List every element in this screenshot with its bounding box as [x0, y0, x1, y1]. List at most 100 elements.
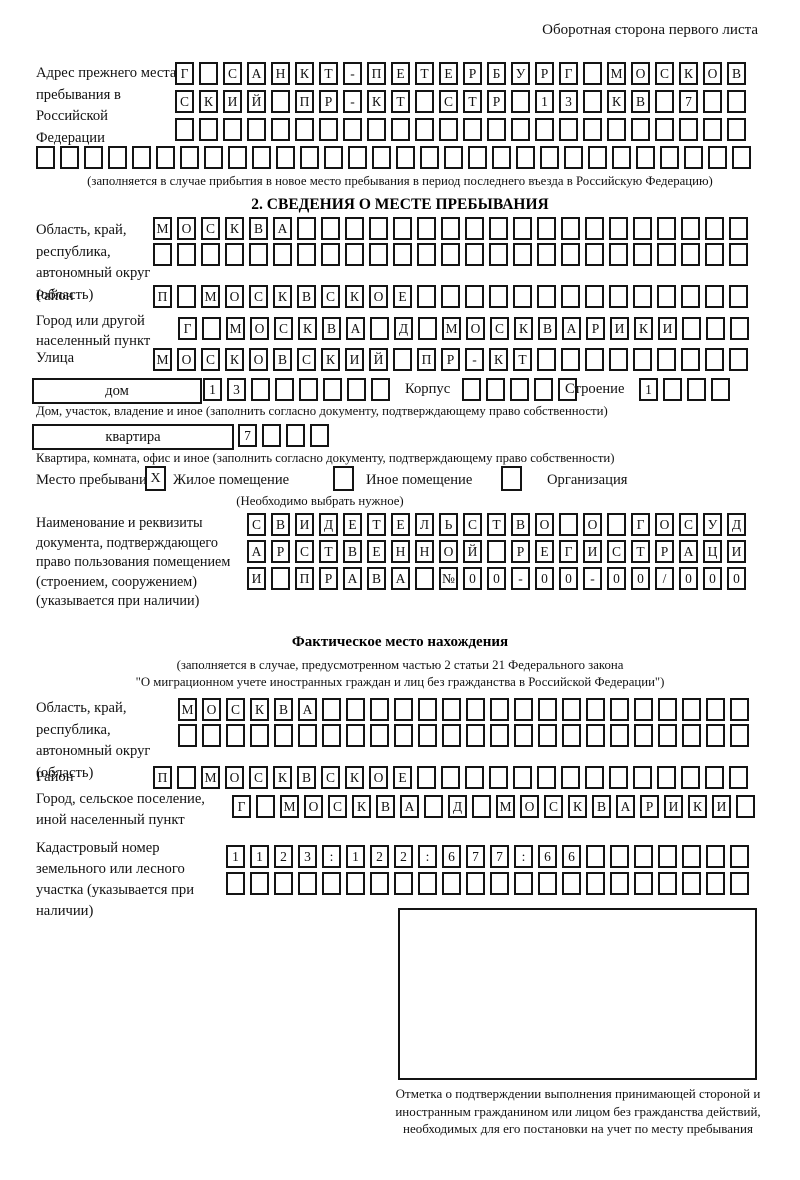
char-cell[interactable]	[634, 845, 653, 868]
char-cell[interactable]	[346, 698, 365, 721]
char-cell[interactable]: И	[223, 90, 242, 113]
char-cell[interactable]	[202, 317, 221, 340]
prev-address-row-3[interactable]	[175, 118, 751, 141]
char-cell[interactable]	[729, 285, 748, 308]
char-cell[interactable]	[286, 424, 305, 447]
char-cell[interactable]	[442, 872, 461, 895]
char-cell[interactable]	[559, 118, 578, 141]
char-cell[interactable]: У	[511, 62, 530, 85]
char-cell[interactable]	[345, 217, 364, 240]
char-cell[interactable]: Б	[487, 62, 506, 85]
char-cell[interactable]	[540, 146, 559, 169]
char-cell[interactable]: Р	[441, 348, 460, 371]
char-cell[interactable]: С	[201, 348, 220, 371]
char-cell[interactable]: Т	[367, 513, 386, 536]
char-cell[interactable]: П	[295, 90, 314, 113]
char-cell[interactable]	[391, 118, 410, 141]
char-cell[interactable]: А	[400, 795, 419, 818]
char-cell[interactable]: Д	[448, 795, 467, 818]
char-cell[interactable]: В	[367, 567, 386, 590]
char-cell[interactable]	[610, 724, 629, 747]
char-cell[interactable]	[658, 845, 677, 868]
char-cell[interactable]: У	[703, 513, 722, 536]
char-cell[interactable]	[634, 872, 653, 895]
char-cell[interactable]: 0	[559, 567, 578, 590]
char-cell[interactable]: М	[226, 317, 245, 340]
char-cell[interactable]: О	[583, 513, 602, 536]
char-cell[interactable]: О	[250, 317, 269, 340]
char-cell[interactable]	[703, 118, 722, 141]
char-cell[interactable]: М	[153, 348, 172, 371]
char-cell[interactable]: Е	[367, 540, 386, 563]
char-cell[interactable]: 1	[346, 845, 365, 868]
char-cell[interactable]: 7	[466, 845, 485, 868]
char-cell[interactable]	[394, 698, 413, 721]
char-cell[interactable]	[586, 872, 605, 895]
prev-address-row-4[interactable]	[36, 146, 756, 169]
char-cell[interactable]: Ц	[703, 540, 722, 563]
char-cell[interactable]: Й	[247, 90, 266, 113]
char-cell[interactable]	[465, 285, 484, 308]
char-cell[interactable]	[441, 243, 460, 266]
char-cell[interactable]	[322, 872, 341, 895]
char-cell[interactable]: К	[199, 90, 218, 113]
char-cell[interactable]: Т	[319, 62, 338, 85]
char-cell[interactable]	[682, 845, 701, 868]
char-cell[interactable]: А	[247, 540, 266, 563]
char-cell[interactable]	[607, 118, 626, 141]
char-cell[interactable]: Р	[535, 62, 554, 85]
char-cell[interactable]	[274, 872, 293, 895]
char-cell[interactable]	[706, 845, 725, 868]
char-cell[interactable]	[513, 285, 532, 308]
char-cell[interactable]: Г	[232, 795, 251, 818]
char-cell[interactable]	[472, 795, 491, 818]
char-cell[interactable]	[247, 118, 266, 141]
char-cell[interactable]: 7	[679, 90, 698, 113]
char-cell[interactable]	[273, 243, 292, 266]
char-cell[interactable]	[562, 698, 581, 721]
char-cell[interactable]	[393, 348, 412, 371]
char-cell[interactable]: В	[343, 540, 362, 563]
char-cell[interactable]: К	[607, 90, 626, 113]
char-cell[interactable]: И	[712, 795, 731, 818]
char-cell[interactable]	[343, 118, 362, 141]
char-cell[interactable]: Р	[319, 567, 338, 590]
char-cell[interactable]	[370, 872, 389, 895]
char-cell[interactable]	[156, 146, 175, 169]
char-cell[interactable]: Г	[631, 513, 650, 536]
char-cell[interactable]	[424, 795, 443, 818]
char-cell[interactable]: П	[417, 348, 436, 371]
char-cell[interactable]	[462, 378, 481, 401]
char-cell[interactable]: К	[298, 317, 317, 340]
char-cell[interactable]: -	[583, 567, 602, 590]
char-cell[interactable]	[655, 118, 674, 141]
char-cell[interactable]	[418, 317, 437, 340]
char-cell[interactable]	[177, 285, 196, 308]
char-cell[interactable]: О	[631, 62, 650, 85]
char-cell[interactable]: А	[247, 62, 266, 85]
char-cell[interactable]: 7	[238, 424, 257, 447]
char-cell[interactable]	[706, 317, 725, 340]
char-cell[interactable]: 0	[463, 567, 482, 590]
char-cell[interactable]: Р	[655, 540, 674, 563]
char-cell[interactable]: В	[271, 513, 290, 536]
char-cell[interactable]	[658, 724, 677, 747]
char-cell[interactable]	[251, 378, 270, 401]
char-cell[interactable]	[514, 872, 533, 895]
char-cell[interactable]: Е	[391, 62, 410, 85]
char-cell[interactable]	[348, 146, 367, 169]
char-cell[interactable]: В	[727, 62, 746, 85]
document-row-3[interactable]: И П Р А В А № 0 0-0 0-0 0/0 0 0	[247, 567, 751, 590]
char-cell[interactable]	[417, 217, 436, 240]
char-cell[interactable]: С	[249, 285, 268, 308]
char-cell[interactable]: 1	[535, 90, 554, 113]
char-cell[interactable]	[583, 90, 602, 113]
char-cell[interactable]: М	[201, 285, 220, 308]
char-cell[interactable]	[513, 243, 532, 266]
char-cell[interactable]	[636, 146, 655, 169]
char-cell[interactable]: А	[273, 217, 292, 240]
char-cell[interactable]: И	[610, 317, 629, 340]
char-cell[interactable]	[705, 217, 724, 240]
